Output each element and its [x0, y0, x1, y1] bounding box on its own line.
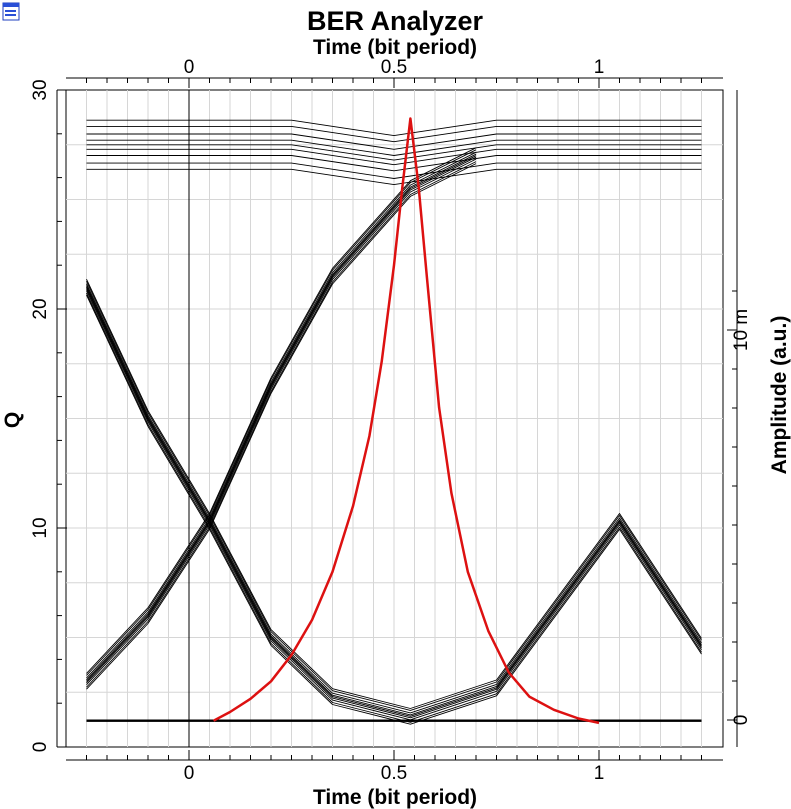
- bottom-x-axis-label: Time (bit period): [313, 786, 477, 809]
- eye-diagram-falling-trace: [86, 294, 702, 725]
- eye-diagram-rising-trace: [86, 149, 477, 676]
- eye-diagram-bit-1-high-trace: [86, 155, 702, 172]
- eye-diagram-bit-1-high-trace: [86, 162, 702, 179]
- eye-diagram-bit-1-high-trace: [86, 168, 702, 186]
- eye-diagram-rising-trace: [86, 147, 477, 674]
- eye-diagram-rising-trace: [86, 158, 477, 686]
- top-x-tick-label: 1: [594, 57, 605, 78]
- y-tick-label: 10: [30, 517, 51, 538]
- eye-diagram-falling-trace: [86, 286, 702, 717]
- y2-tick-label: 10 m: [731, 309, 752, 351]
- document-window-icon[interactable]: [2, 2, 20, 21]
- eye-diagram-bit-1-high-trace: [86, 125, 702, 143]
- top-x-axis-label: Time (bit period): [313, 36, 477, 59]
- plot-series: [86, 117, 702, 725]
- eye-diagram-bit-1-high-trace: [86, 133, 702, 150]
- eye-diagram-rising-trace: [86, 156, 477, 684]
- axis-ticks: [56, 77, 738, 761]
- eye-diagram-falling-trace: [86, 285, 702, 716]
- eye-diagram-rising-trace: [86, 161, 477, 688]
- y2-tick-label: 0: [731, 715, 752, 726]
- q-factor-curve: [213, 117, 600, 725]
- eye-diagram-rising-trace: [86, 155, 477, 682]
- eye-diagram-rising-trace: [86, 151, 477, 679]
- eye-diagram-bit-1-high-trace: [86, 144, 702, 161]
- eye-diagram-falling-trace: [86, 292, 702, 723]
- eye-diagram-bit-1-high-trace: [86, 119, 702, 137]
- eye-diagram-falling-trace: [86, 279, 702, 709]
- eye-diagram-bit-1-high-trace: [86, 148, 702, 166]
- eye-diagram-falling-trace: [86, 288, 702, 719]
- grid: [66, 90, 723, 747]
- eye-diagram-rising-trace: [86, 153, 477, 681]
- y-tick-label: 0: [30, 742, 51, 753]
- chart-title: BER Analyzer: [307, 6, 484, 36]
- eye-diagram-falling-trace: [86, 281, 702, 711]
- y-tick-label: 30: [30, 79, 51, 100]
- top-x-tick-label: 0.5: [381, 57, 407, 78]
- eye-diagram-rising-trace: [86, 163, 477, 690]
- y-tick-label: 20: [30, 298, 51, 319]
- y2-axis-label: Amplitude (a.u.): [768, 316, 791, 475]
- top-x-tick-label: 0: [184, 57, 195, 78]
- eye-diagram-falling-trace: [86, 290, 702, 721]
- y-axis-label: Q: [1, 412, 24, 428]
- eye-diagram-bit-1-high-trace: [86, 139, 702, 156]
- eye-diagram-falling-trace: [86, 283, 702, 714]
- x-tick-label: 1: [594, 763, 605, 784]
- x-tick-label: 0.5: [381, 763, 407, 784]
- x-tick-label: 0: [184, 763, 195, 784]
